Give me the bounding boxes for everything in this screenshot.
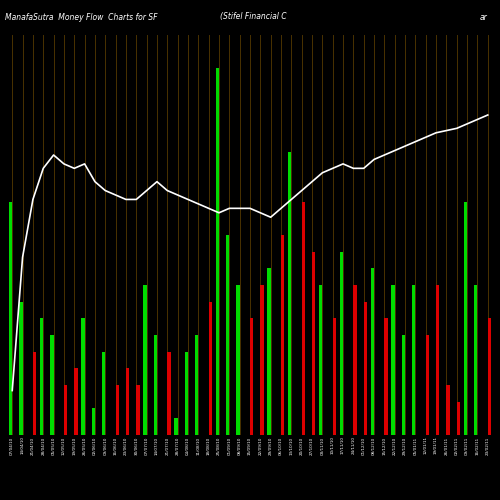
Bar bbox=[9, 202, 12, 435]
Bar bbox=[402, 335, 405, 435]
Bar bbox=[412, 285, 416, 435]
Bar bbox=[40, 318, 43, 435]
Bar bbox=[384, 318, 388, 435]
Bar bbox=[116, 385, 119, 435]
Bar bbox=[426, 335, 429, 435]
Bar bbox=[319, 285, 322, 435]
Text: ManafaSutra  Money Flow  Charts for SF: ManafaSutra Money Flow Charts for SF bbox=[5, 12, 158, 22]
Bar bbox=[126, 368, 130, 435]
Bar bbox=[184, 352, 188, 435]
Bar bbox=[82, 318, 84, 435]
Bar bbox=[195, 335, 198, 435]
Bar bbox=[370, 268, 374, 435]
Bar bbox=[250, 318, 254, 435]
Bar bbox=[474, 285, 478, 435]
Bar bbox=[208, 302, 212, 435]
Bar bbox=[260, 285, 264, 435]
Bar bbox=[488, 318, 491, 435]
Bar bbox=[312, 252, 316, 435]
Bar bbox=[364, 302, 367, 435]
Bar bbox=[168, 352, 170, 435]
Bar bbox=[281, 235, 284, 435]
Bar bbox=[50, 335, 53, 435]
Bar bbox=[74, 368, 78, 435]
Bar bbox=[64, 385, 67, 435]
Bar bbox=[174, 418, 178, 435]
Bar bbox=[446, 385, 450, 435]
Bar bbox=[136, 385, 140, 435]
Bar bbox=[144, 285, 146, 435]
Bar bbox=[268, 268, 270, 435]
Bar bbox=[216, 68, 219, 435]
Bar bbox=[302, 202, 305, 435]
Bar bbox=[332, 318, 336, 435]
Bar bbox=[102, 352, 106, 435]
Bar bbox=[354, 285, 356, 435]
Bar bbox=[33, 352, 36, 435]
Bar bbox=[20, 302, 22, 435]
Bar bbox=[457, 402, 460, 435]
Text: ar: ar bbox=[480, 12, 488, 22]
Bar bbox=[340, 252, 343, 435]
Bar bbox=[392, 285, 394, 435]
Bar bbox=[92, 408, 95, 435]
Text: (Stifel Financial C: (Stifel Financial C bbox=[220, 12, 286, 22]
Bar bbox=[436, 285, 440, 435]
Bar bbox=[154, 335, 157, 435]
Bar bbox=[288, 152, 292, 435]
Bar bbox=[236, 285, 240, 435]
Bar bbox=[464, 202, 467, 435]
Bar bbox=[226, 235, 230, 435]
